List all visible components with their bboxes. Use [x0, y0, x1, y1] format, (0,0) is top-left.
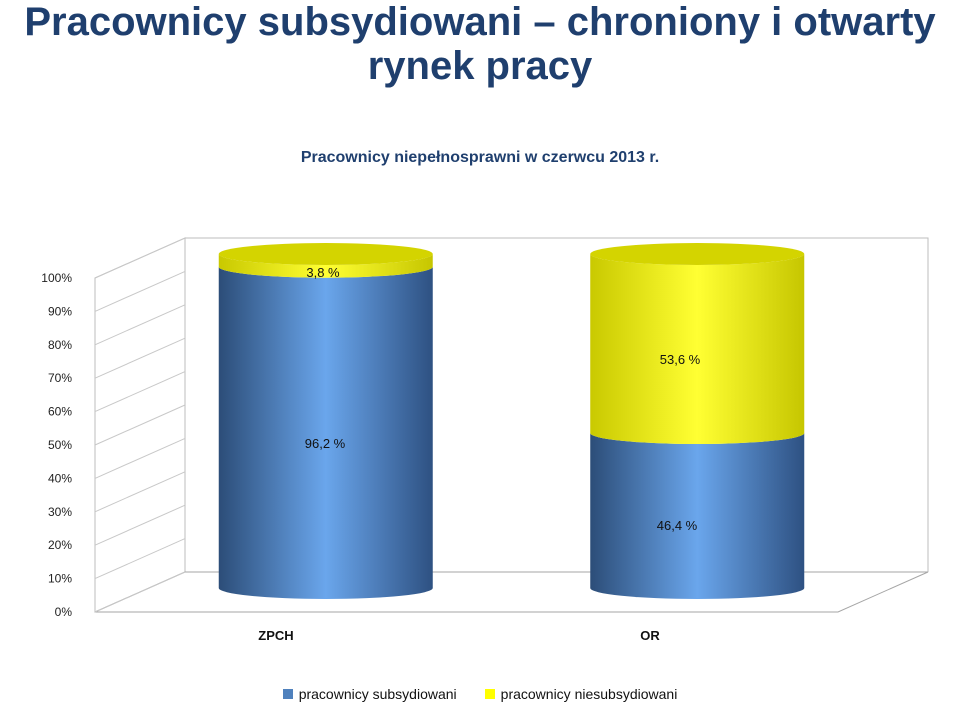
- bar-segment: [218, 254, 433, 278]
- bar-segment: [218, 266, 433, 599]
- y-gridline: [94, 337, 186, 379]
- y-gridline: [94, 571, 186, 613]
- y-tick-label: 70%: [48, 371, 72, 385]
- y-tick-label: 10%: [48, 572, 72, 586]
- y-tick-label: 100%: [41, 271, 72, 285]
- y-tick-label: 20%: [48, 538, 72, 552]
- y-gridline: [94, 538, 186, 580]
- legend-label: pracownicy niesubsydiowani: [500, 686, 678, 702]
- data-label: 3,8 %: [306, 265, 340, 280]
- y-tick-label: 80%: [48, 338, 72, 352]
- y-gridline: [94, 304, 186, 346]
- y-tick-label: 40%: [48, 471, 72, 485]
- chart-title: Pracownicy niepełnosprawni w czerwcu 201…: [300, 149, 660, 166]
- y-tick-label: 0%: [55, 605, 73, 619]
- slide-title: Pracownicy subsydiowani – chroniony i ot…: [0, 0, 960, 88]
- x-category-label: OR: [640, 628, 660, 643]
- data-label: 46,4 %: [657, 518, 698, 533]
- y-tick-label: 30%: [48, 505, 72, 519]
- y-gridline: [94, 237, 186, 279]
- legend-item: pracownicy subsydiowani: [282, 686, 457, 702]
- y-gridline: [94, 437, 186, 479]
- chart-legend: pracownicy subsydiowani pracownicy niesub…: [0, 686, 960, 702]
- chart-back-wall: [185, 237, 929, 572]
- legend-label: pracownicy subsydiowani: [298, 686, 457, 702]
- y-gridline: [94, 504, 186, 546]
- data-label: 96,2 %: [305, 436, 346, 451]
- slide-title-line-1: Pracownicy subsydiowani – chroniony i ot…: [24, 0, 936, 44]
- y-tick-label: 60%: [48, 405, 72, 419]
- y-gridline: [94, 404, 186, 446]
- data-label: 53,6 %: [660, 352, 701, 367]
- slide-title-line-2: rynek pracy: [367, 44, 593, 88]
- y-gridline: [94, 270, 186, 312]
- y-tick-label: 90%: [48, 304, 72, 318]
- bar-top-cap: [590, 243, 805, 265]
- legend-swatch: [282, 689, 293, 699]
- legend-item: pracownicy niesubsydiowani: [484, 686, 678, 702]
- y-tick-label: 50%: [48, 438, 72, 452]
- bar-top-cap: [218, 243, 433, 265]
- bar-segment: [590, 433, 805, 599]
- legend-swatch: [484, 689, 495, 699]
- x-category-label: ZPCH: [258, 628, 293, 643]
- y-gridline: [94, 471, 186, 513]
- y-gridline: [94, 371, 186, 413]
- bar-segment: [590, 254, 805, 445]
